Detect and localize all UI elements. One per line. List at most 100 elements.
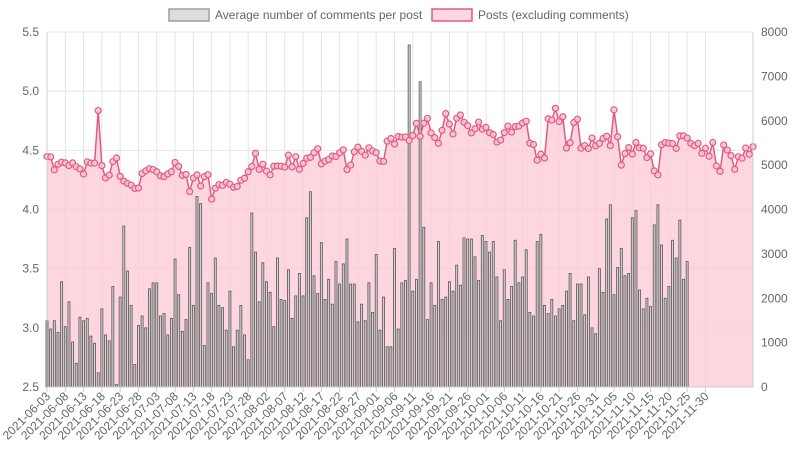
avg-comments-bar[interactable] <box>323 299 327 388</box>
posts-point[interactable] <box>94 106 102 115</box>
avg-comments-bar[interactable] <box>557 308 561 388</box>
posts-point[interactable] <box>507 128 516 136</box>
avg-comments-bar[interactable] <box>246 359 250 388</box>
posts-point[interactable] <box>745 150 753 158</box>
avg-comments-bar[interactable] <box>513 239 517 388</box>
avg-comments-bar[interactable] <box>89 335 93 388</box>
posts-point[interactable] <box>347 161 355 169</box>
legend-swatch-posts[interactable] <box>431 8 473 22</box>
avg-comments-bar[interactable] <box>118 296 122 388</box>
avg-comments-bar[interactable] <box>144 327 148 388</box>
avg-comments-bar[interactable] <box>528 312 532 388</box>
avg-comments-bar[interactable] <box>440 299 444 388</box>
posts-point[interactable] <box>427 129 435 137</box>
posts-point[interactable] <box>361 151 369 159</box>
avg-comments-bar[interactable] <box>239 304 243 388</box>
posts-point[interactable] <box>548 116 556 124</box>
avg-comments-bar[interactable] <box>616 267 620 388</box>
avg-comments-bar[interactable] <box>297 272 301 388</box>
avg-comments-bar[interactable] <box>341 263 345 388</box>
avg-comments-bar[interactable] <box>166 334 170 388</box>
avg-comments-bar[interactable] <box>330 303 334 388</box>
avg-comments-bar[interactable] <box>210 293 214 388</box>
avg-comments-bar[interactable] <box>546 313 550 388</box>
avg-comments-bar[interactable] <box>180 330 184 388</box>
avg-comments-bar[interactable] <box>444 296 448 388</box>
avg-comments-bar[interactable] <box>305 217 309 388</box>
posts-point[interactable] <box>47 153 55 161</box>
posts-point[interactable] <box>423 114 432 122</box>
avg-comments-bar[interactable] <box>82 320 85 388</box>
posts-point[interactable] <box>497 136 505 144</box>
avg-comments-bar[interactable] <box>228 290 232 388</box>
posts-point[interactable] <box>482 123 490 132</box>
posts-point[interactable] <box>551 104 560 112</box>
avg-comments-bar[interactable] <box>49 328 53 388</box>
avg-comments-bar[interactable] <box>122 225 126 388</box>
avg-comments-bar[interactable] <box>663 297 667 388</box>
posts-point[interactable] <box>175 162 183 171</box>
avg-comments-bar[interactable] <box>206 282 210 388</box>
avg-comments-bar[interactable] <box>506 299 510 388</box>
posts-point[interactable] <box>588 134 596 142</box>
posts-point[interactable] <box>595 139 603 147</box>
posts-point[interactable] <box>449 130 457 138</box>
posts-point[interactable] <box>683 134 691 142</box>
avg-comments-bar[interactable] <box>678 219 682 388</box>
posts-point[interactable] <box>314 145 322 153</box>
avg-comments-bar[interactable] <box>608 204 612 388</box>
posts-point[interactable] <box>716 167 724 175</box>
avg-comments-bar[interactable] <box>268 291 272 388</box>
avg-comments-bar[interactable] <box>612 294 616 388</box>
avg-comments-bar[interactable] <box>451 290 455 388</box>
avg-comments-bar[interactable] <box>169 317 173 388</box>
avg-comments-bar[interactable] <box>148 288 151 388</box>
avg-comments-bar[interactable] <box>308 191 312 388</box>
posts-point[interactable] <box>712 162 721 170</box>
posts-point[interactable] <box>654 171 662 179</box>
posts-point[interactable] <box>251 149 260 157</box>
avg-comments-bar[interactable] <box>63 326 67 388</box>
posts-point[interactable] <box>529 140 538 149</box>
posts-point[interactable] <box>255 165 263 173</box>
avg-comments-bar[interactable] <box>287 269 290 388</box>
avg-comments-bar[interactable] <box>466 238 470 388</box>
avg-comments-bar[interactable] <box>250 212 254 388</box>
posts-point[interactable] <box>306 153 314 161</box>
posts-point[interactable] <box>720 141 728 149</box>
avg-comments-bar[interactable] <box>290 317 294 388</box>
avg-comments-bar[interactable] <box>521 276 524 388</box>
legend-label-posts[interactable]: Posts (excluding comments) <box>478 8 629 22</box>
avg-comments-bar[interactable] <box>685 261 689 388</box>
posts-point[interactable] <box>339 146 347 154</box>
posts-point[interactable] <box>632 138 640 147</box>
avg-comments-bar[interactable] <box>312 275 316 388</box>
avg-comments-bar[interactable] <box>199 203 203 388</box>
posts-point[interactable] <box>299 159 307 167</box>
posts-point[interactable] <box>742 144 750 152</box>
avg-comments-bar[interactable] <box>579 283 583 388</box>
avg-comments-bar[interactable] <box>316 293 320 388</box>
avg-comments-bar[interactable] <box>568 272 572 388</box>
avg-comments-bar[interactable] <box>411 290 415 388</box>
avg-comments-bar[interactable] <box>433 304 437 388</box>
posts-point[interactable] <box>566 139 574 147</box>
avg-comments-bar[interactable] <box>576 283 579 388</box>
posts-point[interactable] <box>292 153 300 161</box>
posts-point[interactable] <box>186 187 194 196</box>
posts-point[interactable] <box>98 161 106 170</box>
posts-point[interactable] <box>731 165 739 173</box>
avg-comments-bar[interactable] <box>422 226 426 388</box>
avg-comments-bar[interactable] <box>510 286 513 388</box>
posts-point[interactable] <box>540 154 549 162</box>
avg-comments-bar[interactable] <box>360 303 363 388</box>
posts-point[interactable] <box>694 139 702 147</box>
avg-comments-bar[interactable] <box>85 317 89 388</box>
avg-comments-bar[interactable] <box>649 306 652 388</box>
posts-point[interactable] <box>379 157 388 165</box>
avg-comments-bar[interactable] <box>378 329 382 388</box>
posts-point[interactable] <box>295 165 303 173</box>
avg-comments-bar[interactable] <box>524 249 528 388</box>
posts-point[interactable] <box>668 140 677 148</box>
avg-comments-bar[interactable] <box>455 264 459 388</box>
